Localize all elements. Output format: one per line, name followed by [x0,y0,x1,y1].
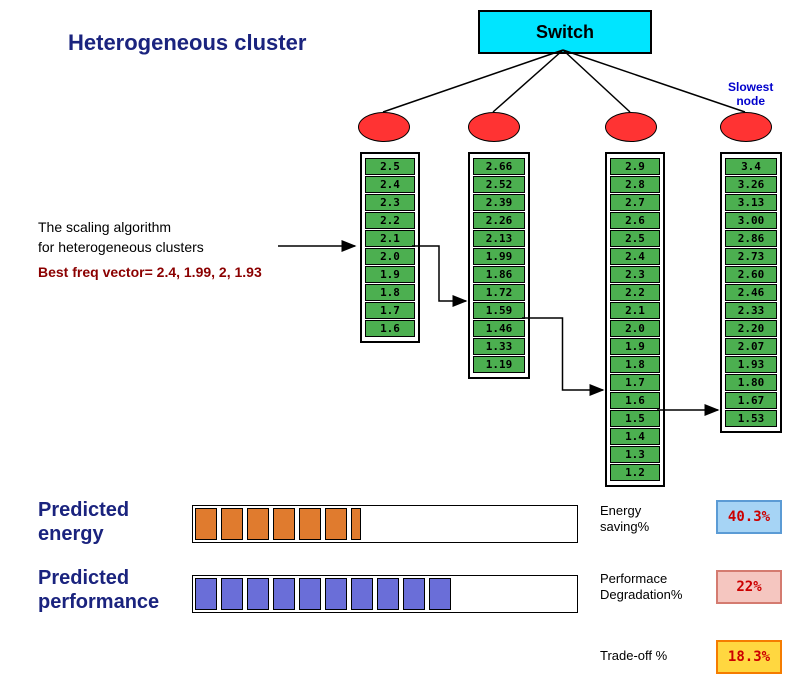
freq-cell: 1.67 [725,392,777,409]
cluster-node-icon [605,112,657,142]
metric-value-box: 22% [716,570,782,604]
predicted-performance-segment [195,578,217,610]
freq-cell: 2.20 [725,320,777,337]
freq-cell: 3.00 [725,212,777,229]
freq-cell: 2.33 [725,302,777,319]
freq-cell: 2.8 [610,176,660,193]
freq-cell: 2.39 [473,194,525,211]
metric-label: Trade-off % [600,648,667,664]
freq-cell: 1.86 [473,266,525,283]
predicted-performance-bar [192,575,578,613]
freq-cell: 2.2 [365,212,415,229]
predicted-energy-segment [351,508,361,540]
switch-node: Switch [478,10,652,54]
predicted-performance-segment [325,578,347,610]
predicted-performance-segment [429,578,451,610]
freq-cell: 1.80 [725,374,777,391]
freq-cell: 1.99 [473,248,525,265]
predicted-energy-segment [247,508,269,540]
freq-cell: 1.33 [473,338,525,355]
predicted-energy-segment [273,508,295,540]
predicted-energy-label: Predictedenergy [38,498,129,546]
freq-cell: 1.19 [473,356,525,373]
freq-cell: 1.93 [725,356,777,373]
slowest-node-label: Slowestnode [728,80,773,108]
predicted-performance-segment [247,578,269,610]
freq-cell: 1.3 [610,446,660,463]
predicted-energy-segment [325,508,347,540]
freq-cell: 1.5 [610,410,660,427]
predicted-energy-segment [299,508,321,540]
freq-cell: 2.4 [610,248,660,265]
freq-cell: 1.72 [473,284,525,301]
freq-cell: 1.6 [610,392,660,409]
predicted-performance-segment [273,578,295,610]
freq-stack: 2.92.82.72.62.52.42.32.22.12.01.91.81.71… [605,152,665,487]
freq-cell: 2.07 [725,338,777,355]
freq-cell: 2.5 [365,158,415,175]
freq-cell: 2.0 [365,248,415,265]
freq-cell: 1.46 [473,320,525,337]
freq-cell: 1.6 [365,320,415,337]
predicted-performance-segment [351,578,373,610]
freq-cell: 1.2 [610,464,660,481]
freq-cell: 2.13 [473,230,525,247]
algo-line1: The scaling algorithm [38,218,262,238]
freq-cell: 1.8 [610,356,660,373]
metric-label: PerformaceDegradation% [600,571,682,602]
freq-cell: 3.13 [725,194,777,211]
predicted-performance-segment [377,578,399,610]
freq-cell: 3.4 [725,158,777,175]
freq-cell: 2.3 [365,194,415,211]
freq-cell: 1.53 [725,410,777,427]
cluster-node-icon [468,112,520,142]
freq-cell: 2.60 [725,266,777,283]
freq-cell: 2.73 [725,248,777,265]
cluster-node-icon [358,112,410,142]
predicted-performance-segment [403,578,425,610]
freq-stack: 3.43.263.133.002.862.732.602.462.332.202… [720,152,782,433]
freq-cell: 2.9 [610,158,660,175]
freq-cell: 1.9 [610,338,660,355]
freq-cell: 2.6 [610,212,660,229]
freq-cell: 2.86 [725,230,777,247]
predicted-performance-label: Predictedperformance [38,566,159,614]
freq-cell: 1.7 [365,302,415,319]
freq-cell: 2.52 [473,176,525,193]
freq-cell: 2.7 [610,194,660,211]
best-freq-vector: Best freq vector= 2.4, 1.99, 2, 1.93 [38,263,262,283]
freq-cell: 1.4 [610,428,660,445]
algorithm-text: The scaling algorithmfor heterogeneous c… [38,218,262,283]
freq-cell: 3.26 [725,176,777,193]
algo-line2: for heterogeneous clusters [38,238,262,258]
metric-value-box: 40.3% [716,500,782,534]
freq-cell: 2.4 [365,176,415,193]
predicted-energy-segment [221,508,243,540]
metric-value-box: 18.3% [716,640,782,674]
predicted-energy-bar [192,505,578,543]
freq-cell: 1.9 [365,266,415,283]
predicted-performance-segment [299,578,321,610]
freq-cell: 1.8 [365,284,415,301]
freq-cell: 2.0 [610,320,660,337]
freq-cell: 2.26 [473,212,525,229]
freq-cell: 1.59 [473,302,525,319]
freq-cell: 2.5 [610,230,660,247]
freq-cell: 2.2 [610,284,660,301]
cluster-node-icon [720,112,772,142]
diagram-title: Heterogeneous cluster [68,30,306,56]
metric-label: Energysaving% [600,503,649,534]
freq-stack: 2.52.42.32.22.12.01.91.81.71.6 [360,152,420,343]
freq-stack: 2.662.522.392.262.131.991.861.721.591.46… [468,152,530,379]
predicted-performance-segment [221,578,243,610]
predicted-energy-segment [195,508,217,540]
freq-cell: 2.1 [610,302,660,319]
freq-cell: 2.1 [365,230,415,247]
freq-cell: 2.46 [725,284,777,301]
freq-cell: 2.3 [610,266,660,283]
freq-cell: 2.66 [473,158,525,175]
freq-cell: 1.7 [610,374,660,391]
